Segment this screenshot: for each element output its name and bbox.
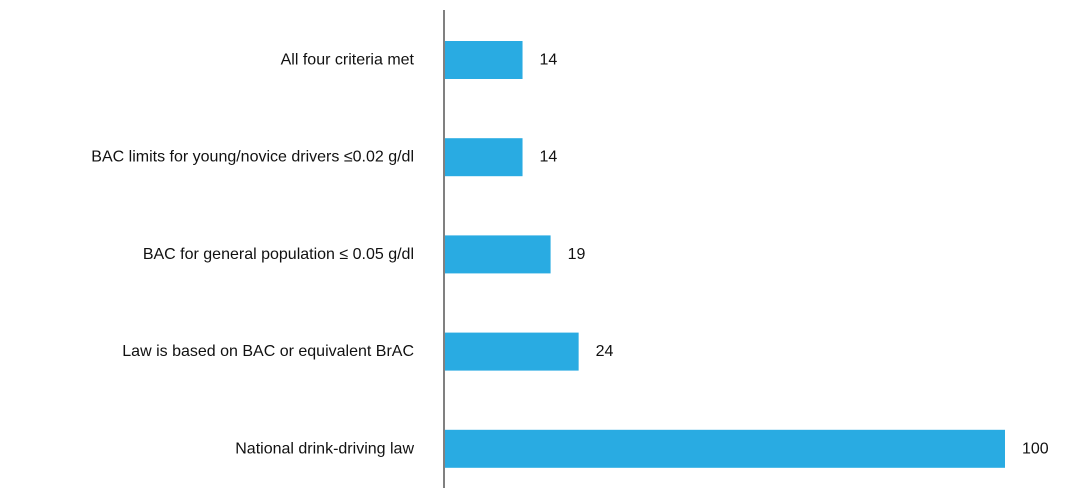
value-label-3: 24 xyxy=(596,343,614,360)
category-label-3: Law is based on BAC or equivalent BrAC xyxy=(122,343,414,360)
bar-4 xyxy=(445,429,1005,468)
value-labels-group: 14 14 19 24 100 xyxy=(540,52,1049,458)
category-label-2: BAC for general population ≤ 0.05 g/dl xyxy=(143,246,414,263)
category-labels-group: All four criteria met BAC limits for youn… xyxy=(91,52,414,458)
bar-2 xyxy=(445,235,551,274)
bars-group xyxy=(445,41,1005,468)
value-label-2: 19 xyxy=(568,246,586,263)
bar-1 xyxy=(445,138,523,177)
bar-0 xyxy=(445,41,523,79)
value-label-0: 14 xyxy=(540,52,558,69)
category-label-1: BAC limits for young/novice drivers ≤0.0… xyxy=(91,149,414,166)
value-label-1: 14 xyxy=(540,149,558,166)
category-label-4: National drink-driving law xyxy=(235,440,414,457)
value-label-4: 100 xyxy=(1022,440,1049,457)
bar-3 xyxy=(445,332,579,371)
category-label-0: All four criteria met xyxy=(281,52,415,69)
